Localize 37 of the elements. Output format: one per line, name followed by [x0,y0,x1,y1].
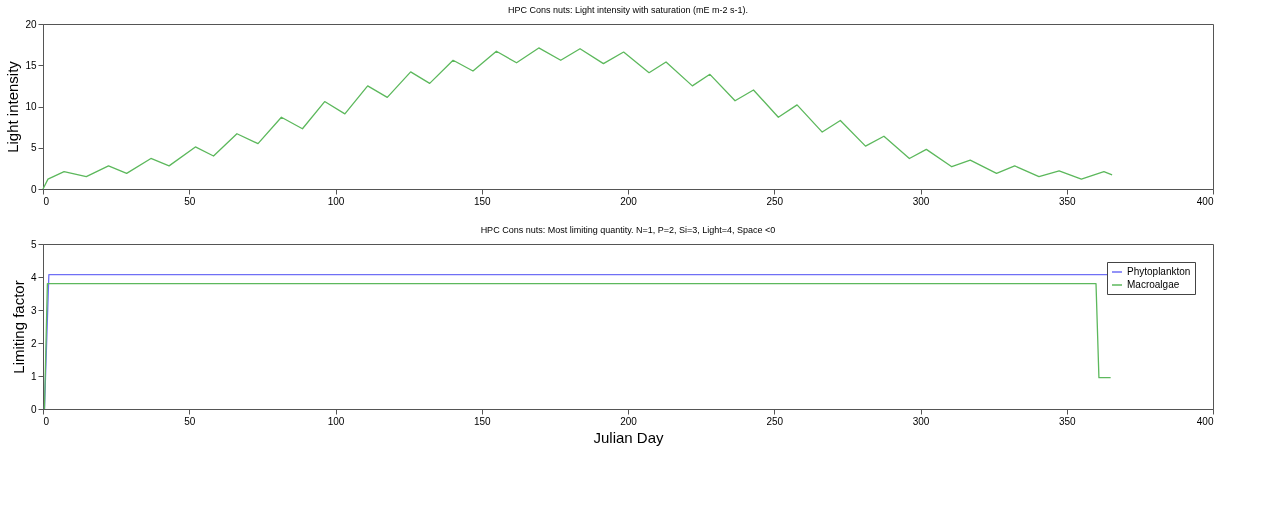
x-tick-label: 250 [766,415,784,427]
x-tick-label: 50 [184,195,196,207]
legend-label: Macroalgae [1127,279,1180,290]
x-tick-label: 200 [620,195,638,207]
y-tick-label: 1 [30,370,37,382]
x-tick-label: 50 [184,415,196,427]
x-tick-label: 350 [1058,195,1077,207]
x-tick-label: 200 [620,415,638,427]
x-tick-label: 250 [766,195,784,207]
x-tick-label: 350 [1058,415,1077,427]
line-series [42,47,1113,190]
x-tick-label: 150 [473,195,492,207]
y-axis-title: Light intensity [4,60,22,153]
x-tick-label: 100 [327,415,345,427]
y-tick-label: 2 [30,337,37,349]
x-tick-label: 150 [473,415,492,427]
x-tick-label: 400 [1196,415,1214,427]
y-tick-label: 3 [30,304,37,316]
x-tick-label: 400 [1196,195,1214,207]
x-axis-title: Julian Day [593,428,665,446]
y-tick-label: 0 [30,403,37,415]
y-axis-title: Limiting factor [9,280,27,374]
x-tick-label: 100 [327,195,345,207]
x-tick-label: 300 [912,415,930,427]
y-tick-label: 5 [30,238,37,250]
y-tick-label: 4 [30,271,37,283]
x-tick-label: 300 [912,195,930,207]
y-tick-label: 10 [25,101,37,112]
y-tick-label: 20 [25,18,37,30]
y-tick-label: 0 [30,183,37,195]
legend-label: Phytoplankton [1127,266,1191,277]
x-tick-label: 0 [43,415,50,427]
chart-title: HPC Cons nuts: Light intensity with saturation (mE m-2 s-1). [507,5,749,15]
chart-title: HPC Cons nuts: Most limiting quantity. N=1, P=2, Si=3, Light=4, Space <0 [480,225,776,235]
y-tick-label: 15 [25,59,37,71]
y-tick-label: 5 [30,142,37,154]
x-tick-label: 0 [43,195,50,207]
